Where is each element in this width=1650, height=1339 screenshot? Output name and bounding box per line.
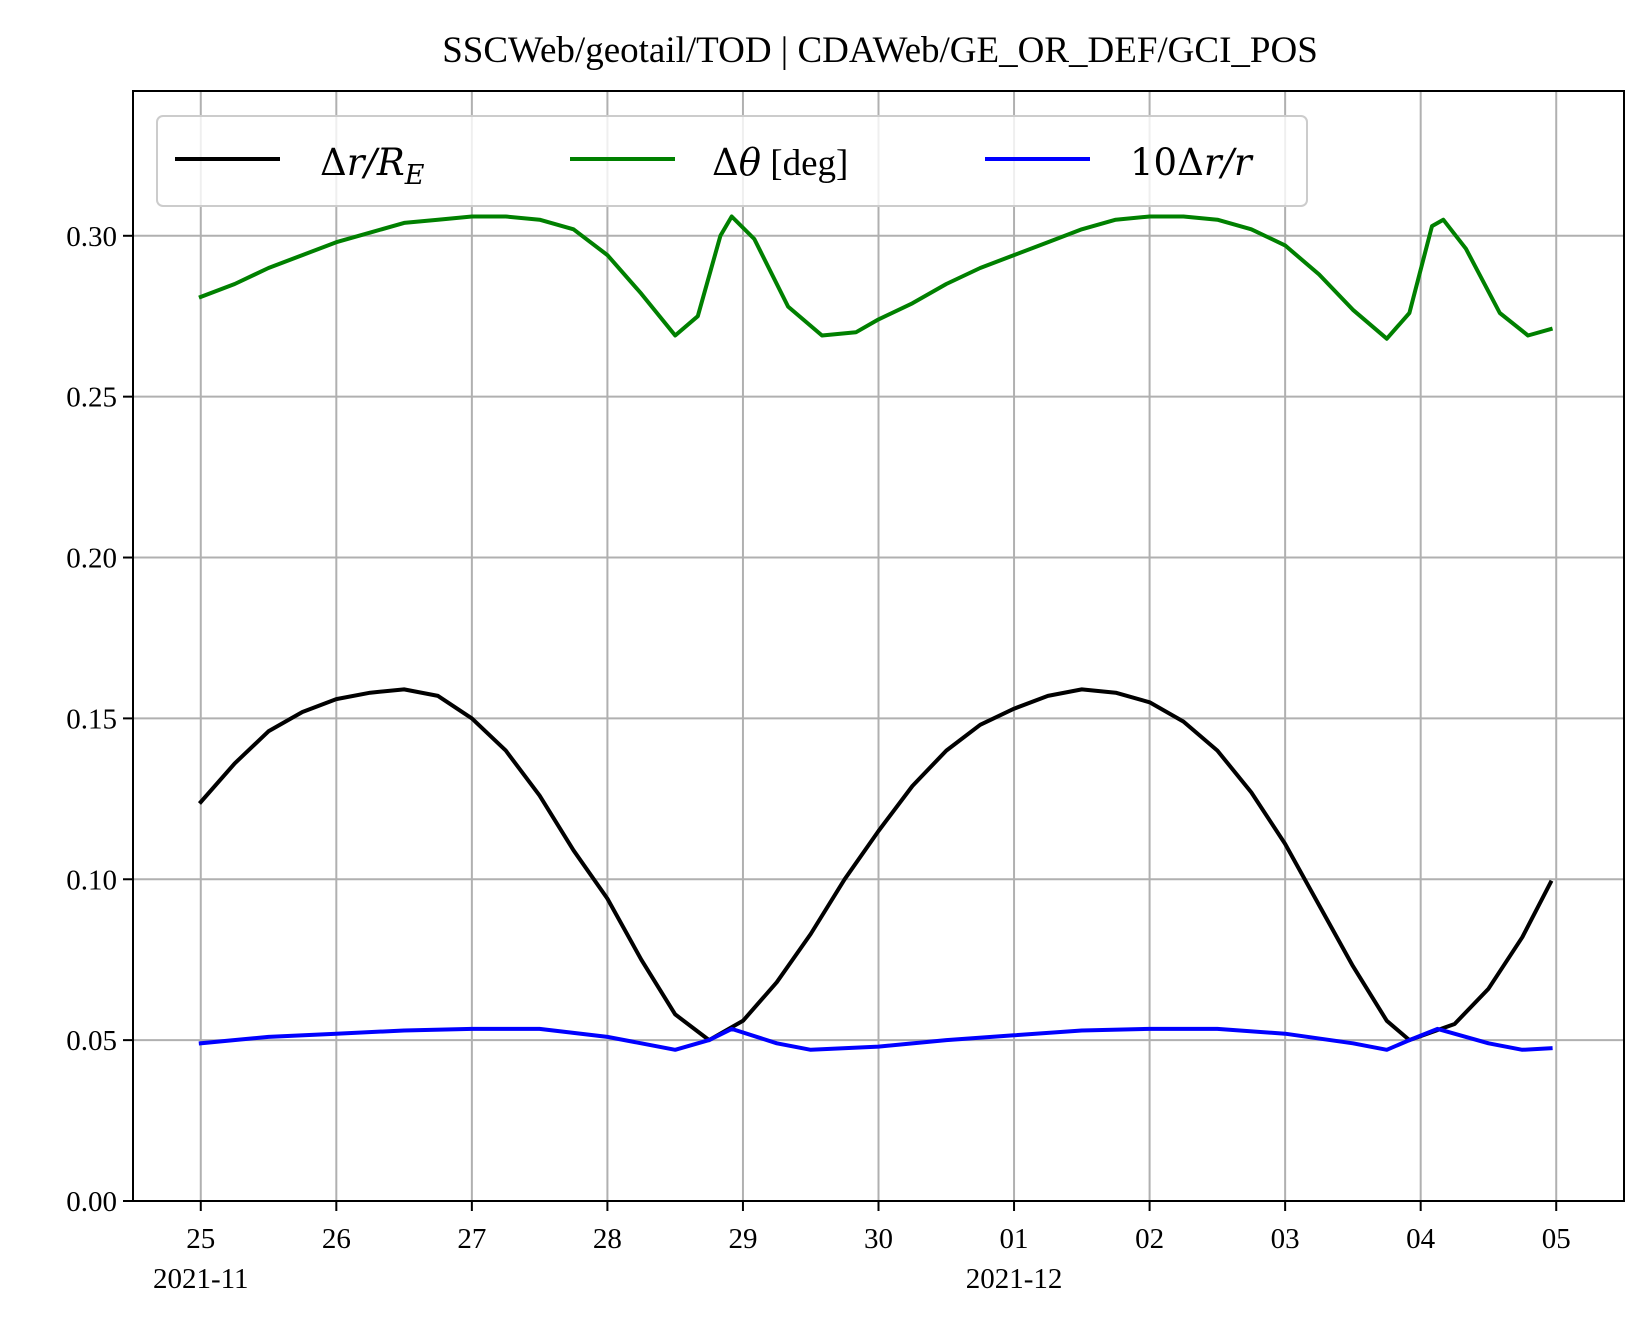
- legend-label-10-delta-r-over-r: 10Δr/r: [1130, 141, 1254, 184]
- legend-label-delta-r-re: Δr/RE: [320, 141, 425, 191]
- y-tick-label: 0.10: [66, 864, 117, 896]
- series-layer: [197, 214, 1554, 1052]
- x-tick-label: 04: [1406, 1223, 1436, 1255]
- x-tick-label: 30: [864, 1223, 893, 1255]
- x-tick-sublabel: 2021-11: [153, 1263, 249, 1295]
- x-tick-label: 26: [322, 1223, 351, 1255]
- x-tick-label: 01: [1000, 1223, 1029, 1255]
- x-tick-label: 25: [186, 1223, 215, 1255]
- legend: Δr/RE Δθ [deg] 10Δr/r: [156, 115, 1308, 207]
- x-tick-label: 28: [593, 1223, 622, 1255]
- series-line-2: [198, 1026, 1553, 1052]
- x-tick-label: 03: [1271, 1223, 1300, 1255]
- series-line-0: [197, 687, 1554, 1043]
- y-tick-label: 0.25: [66, 382, 117, 414]
- y-tick-label: 0.30: [66, 221, 117, 253]
- y-tick-label: 0.00: [66, 1186, 117, 1218]
- x-tick-label: 05: [1542, 1223, 1571, 1255]
- axis-layer: 25 26 27 28 29 30 01 02 03 04 05 2021-11 2021-12 0.00…: [66, 221, 1570, 1295]
- x-tick-sublabel: 2021-12: [966, 1263, 1063, 1295]
- legend-frame: [156, 115, 1308, 207]
- x-tick-label: 27: [457, 1223, 486, 1255]
- x-tick-label: 29: [728, 1223, 757, 1255]
- x-tick-label: 02: [1135, 1223, 1164, 1255]
- chart-title: SSCWeb/geotail/TOD | CDAWeb/GE_OR_DEF/GC…: [442, 30, 1318, 71]
- y-tick-label: 0.15: [66, 703, 117, 735]
- y-tick-label: 0.05: [66, 1025, 117, 1057]
- grid-layer: [133, 91, 1624, 1201]
- series-line-1: [198, 214, 1554, 341]
- y-tick-label: 0.20: [66, 543, 117, 575]
- legend-label-delta-theta: Δθ [deg]: [712, 141, 848, 184]
